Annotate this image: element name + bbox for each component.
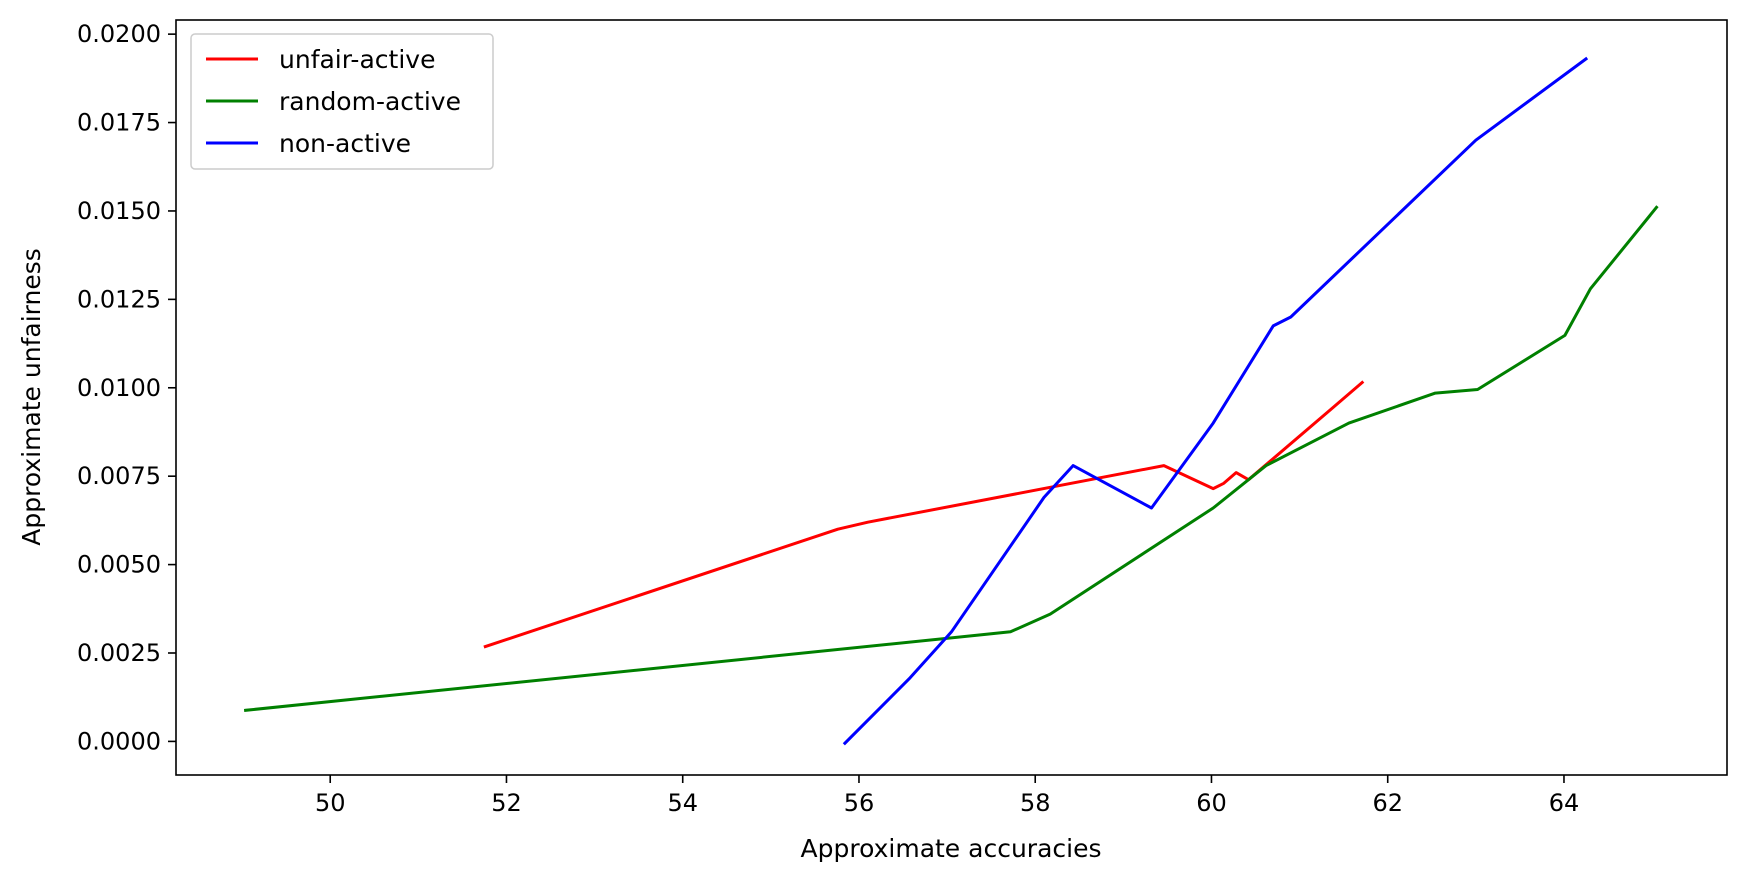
series-layer (243, 56, 1659, 746)
y-tick-label: 0.0125 (77, 285, 161, 313)
y-tick-label: 0.0175 (77, 109, 161, 137)
y-axis-ticks: 0.0000 0.0025 0.0050 0.0075 0.0100 0.0125 0.01… (77, 20, 176, 755)
x-tick-label: 54 (667, 789, 698, 817)
y-tick-label: 0.0150 (77, 197, 161, 225)
x-tick-label: 58 (1020, 789, 1051, 817)
x-axis-label: Approximate accuracies (801, 834, 1102, 863)
legend-label-non-active: non-active (279, 129, 411, 158)
series-line-unfair-active (483, 380, 1365, 649)
x-tick-label: 52 (491, 789, 522, 817)
legend-entries: unfair-active random-active non-active (206, 45, 461, 158)
x-tick-label: 56 (844, 789, 875, 817)
y-tick-label: 0.0000 (77, 727, 161, 755)
legend-box (190, 33, 494, 170)
legend: unfair-active random-active non-active (190, 33, 494, 170)
x-tick-label: 62 (1372, 789, 1403, 817)
y-tick-label: 0.0075 (77, 462, 161, 490)
series-line-random-active (243, 205, 1659, 712)
y-tick-label: 0.0025 (77, 639, 161, 667)
y-axis-label: Approximate unfairness (17, 248, 46, 546)
y-tick-label: 0.0100 (77, 374, 161, 402)
legend-label-unfair-active: unfair-active (279, 45, 435, 74)
x-tick-label: 64 (1549, 789, 1580, 817)
series-line-non-active (842, 56, 1589, 746)
legend-label-random-active: random-active (279, 87, 461, 116)
plot-frame (175, 19, 1728, 776)
y-tick-label: 0.0200 (77, 20, 161, 48)
y-tick-label: 0.0050 (77, 551, 161, 579)
x-tick-label: 60 (1196, 789, 1227, 817)
x-tick-label: 50 (315, 789, 346, 817)
x-axis-ticks: 50 52 54 56 58 60 62 64 (315, 775, 1579, 817)
